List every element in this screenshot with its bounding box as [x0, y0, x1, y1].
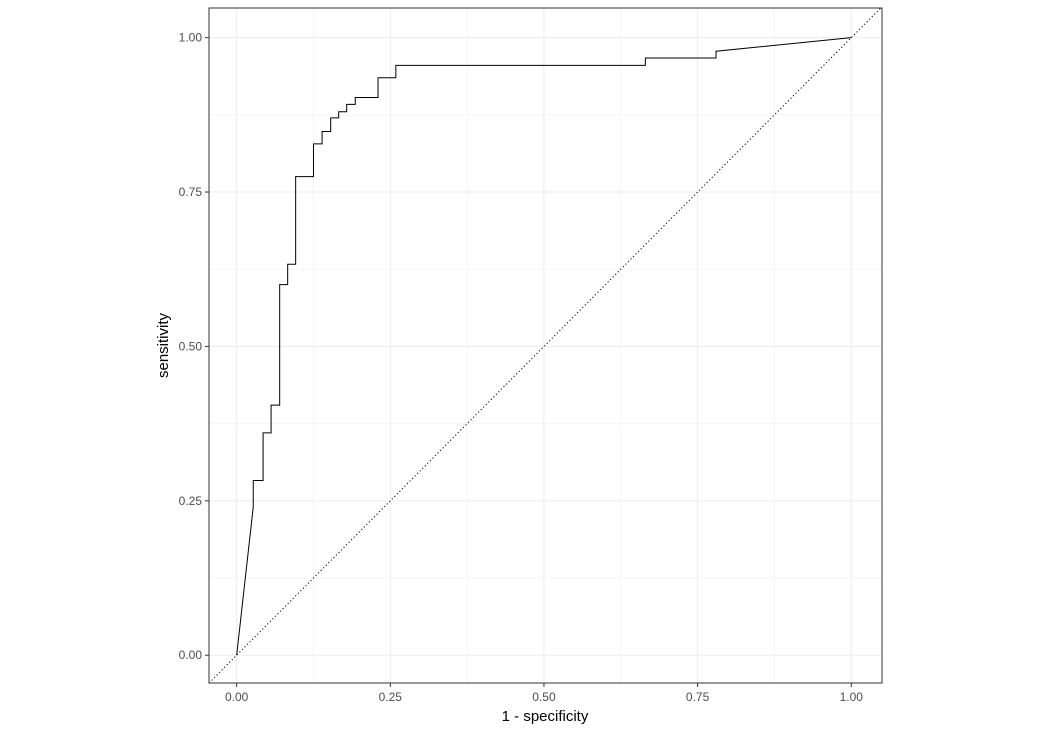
panel-background — [209, 8, 882, 683]
y-tick-label: 1.00 — [179, 31, 203, 45]
x-axis: 0.00 0.25 0.50 0.75 1.00 — [225, 683, 863, 704]
y-axis: 0.00 0.25 0.50 0.75 1.00 — [179, 31, 209, 662]
y-tick-label: 0.75 — [179, 185, 203, 199]
y-tick-label: 0.25 — [179, 494, 203, 508]
y-axis-title: sensitivity — [155, 312, 172, 378]
reference-diagonal-line — [209, 8, 882, 683]
x-axis-title: 1 - specificity — [502, 708, 589, 725]
minor-gridlines — [209, 8, 882, 683]
series-layer — [209, 8, 882, 683]
x-tick-label: 0.00 — [225, 690, 249, 704]
x-tick-label: 0.50 — [532, 690, 556, 704]
panel-border — [208, 7, 883, 684]
x-tick-label: 1.00 — [840, 690, 864, 704]
x-tick-label: 0.25 — [379, 690, 403, 704]
x-tick-label: 0.75 — [686, 690, 710, 704]
major-gridlines — [209, 8, 882, 683]
roc-curve-line — [236, 37, 852, 656]
y-tick-label: 0.50 — [179, 339, 203, 353]
y-tick-label: 0.00 — [179, 648, 203, 662]
